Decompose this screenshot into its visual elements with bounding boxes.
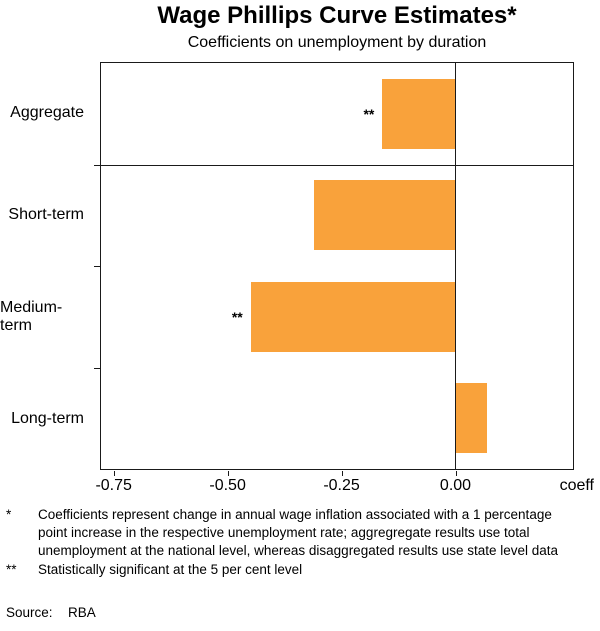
category-row: ** — [101, 63, 573, 165]
source-value: RBA — [68, 605, 96, 620]
bar-medium-term — [250, 281, 455, 352]
footnote-text: Statistically significant at the 5 per c… — [38, 561, 303, 577]
x-axis-tick — [227, 471, 229, 476]
x-axis-tick — [341, 471, 343, 476]
x-axis-tick — [113, 471, 115, 476]
x-axis-tick-label: 0.00 — [439, 477, 472, 494]
footnotes: * Coefficients represent change in annual… — [6, 506, 596, 579]
x-axis-tick-label: -0.25 — [323, 477, 360, 494]
x-axis-unit-label: coeff — [559, 477, 594, 494]
y-axis-tick — [94, 164, 101, 166]
x-axis-tick-label: -0.50 — [209, 477, 246, 494]
plot-area: ** ** — [94, 62, 574, 470]
y-axis-label: Short-term — [8, 206, 84, 223]
bar-short-term — [314, 180, 455, 251]
footnote: ** Statistically significant at the 5 per… — [6, 561, 596, 579]
category-row — [101, 368, 573, 470]
category-row — [101, 165, 573, 267]
x-axis-labels: coeff -0.75 -0.50 -0.25 0.00 — [95, 471, 594, 497]
chart-title: Wage Phillips Curve Estimates* — [157, 2, 517, 29]
footnote: * Coefficients represent change in annual… — [6, 506, 596, 560]
source-line: Source: RBA — [6, 604, 596, 622]
chart-subtitle: Coefficients on unemployment by duration — [187, 34, 487, 51]
footnote-marker: ** — [6, 561, 17, 577]
y-axis-tick — [94, 367, 101, 369]
bar-aggregate — [382, 78, 455, 149]
x-axis-tick-label: -0.75 — [95, 477, 132, 494]
y-axis-label: Long-term — [11, 410, 84, 427]
panel-divider-line — [101, 164, 573, 166]
significance-marker: ** — [231, 308, 243, 325]
bar-long-term — [455, 383, 487, 454]
y-axis-labels: Aggregate Short-term Medium-term Long-term — [0, 62, 92, 470]
footnote-text: Coefficients represent change in annual … — [38, 507, 559, 558]
y-axis-label: Medium-term — [0, 299, 63, 334]
x-axis-tick — [455, 471, 457, 476]
significance-marker: ** — [363, 105, 375, 122]
footnote-marker: * — [6, 507, 12, 522]
chart-header: Wage Phillips Curve Estimates* Coefficie… — [74, 0, 600, 52]
y-axis-label: Aggregate — [10, 104, 84, 121]
y-axis-tick — [94, 266, 101, 267]
source-label: Source: — [6, 605, 53, 620]
category-row: ** — [101, 266, 573, 368]
zero-axis-line — [455, 63, 456, 469]
